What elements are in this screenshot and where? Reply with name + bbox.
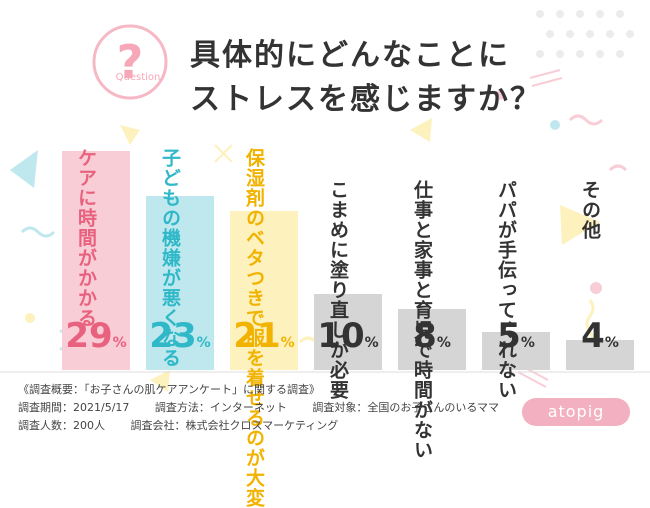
bar-value-unit: % bbox=[364, 335, 379, 351]
bar-value-number: 23 bbox=[149, 316, 197, 356]
survey-target: 調査対象：全国のお子さんのいるママ bbox=[312, 401, 499, 414]
bar-value-number: 29 bbox=[65, 316, 113, 356]
bar-value-6: 5% bbox=[482, 316, 550, 356]
bar-label-1: ケアに時間がかかる bbox=[74, 148, 97, 328]
bar-value-4: 10% bbox=[314, 316, 382, 356]
survey-meta-row-2: 調査人数：200人 調査会社：株式会社クロスマーケティング bbox=[18, 417, 338, 433]
bar-label-6: パパが手伝ってくれない bbox=[494, 180, 517, 400]
bar-6 bbox=[482, 332, 550, 370]
bar-label-line: くれない bbox=[495, 320, 517, 400]
bar-label-line: 子どもの機嫌が bbox=[159, 148, 181, 288]
survey-meta-row-1: 調査期間：2021/5/17 調査方法：インターネット 調査対象：全国のお子さん… bbox=[18, 399, 499, 415]
bar-label-line: 育児で時間がない bbox=[411, 300, 433, 460]
bar-3 bbox=[230, 211, 298, 370]
bar-value-number: 5 bbox=[497, 316, 521, 356]
bar-label-7: その他 bbox=[578, 180, 601, 240]
bar-value-number: 10 bbox=[317, 316, 365, 356]
bar-value-1: 29% bbox=[62, 316, 130, 356]
bar-7 bbox=[566, 340, 634, 370]
survey-company: 調査会社：株式会社クロスマーケティング bbox=[130, 419, 339, 432]
bar-label-4: こまめに塗り直しが必要 bbox=[326, 180, 349, 400]
bar-value-unit: % bbox=[112, 335, 127, 351]
bar-label-line: パパが手伝って bbox=[495, 180, 517, 320]
bar-label-line: 保湿剤のベタつきで bbox=[243, 148, 265, 328]
question-icon: ? Question bbox=[92, 24, 168, 100]
bar-value-unit: % bbox=[196, 335, 211, 351]
bar-label-line: 塗り直しが必要 bbox=[327, 260, 349, 400]
bar-1 bbox=[62, 151, 130, 370]
bar-label-line: ケアに時間が bbox=[75, 148, 97, 268]
infographic: ? Question 具体的にどんなことに ストレスを感じますか？ ケアに時間が… bbox=[0, 10, 650, 508]
survey-count: 調査人数：200人 bbox=[18, 419, 105, 432]
bar-value-unit: % bbox=[604, 335, 619, 351]
bar-label-line: 仕事と家事と bbox=[411, 180, 433, 300]
bar-value-unit: % bbox=[436, 335, 451, 351]
bar-value-number: 8 bbox=[413, 316, 437, 356]
bar-value-number: 4 bbox=[581, 316, 605, 356]
bar-label-line: かかる bbox=[75, 268, 97, 328]
survey-method: 調査方法：インターネット bbox=[154, 401, 287, 414]
bar-value-unit: % bbox=[520, 335, 535, 351]
bar-label-line: 悪くなる bbox=[159, 288, 181, 368]
bar-value-number: 21 bbox=[233, 316, 281, 356]
bar-value-5: 8% bbox=[398, 316, 466, 356]
bar-value-3: 21% bbox=[230, 316, 298, 356]
bar-2 bbox=[146, 196, 214, 370]
bar-label-line: こまめに bbox=[327, 180, 349, 260]
title-line-1: 具体的にどんなことに bbox=[190, 38, 510, 73]
bar-label-2: 子どもの機嫌が悪くなる bbox=[158, 148, 181, 368]
bar-4 bbox=[314, 294, 382, 370]
question-mark: ? bbox=[117, 35, 144, 89]
survey-period: 調査期間：2021/5/17 bbox=[18, 401, 130, 414]
atopig-logo: atopig bbox=[522, 398, 630, 426]
bar-label-line: その他 bbox=[579, 180, 601, 240]
question-ring-text: Question bbox=[116, 72, 161, 83]
title-line-2: ストレスを感じますか？ bbox=[190, 82, 542, 117]
bar-value-unit: % bbox=[280, 335, 295, 351]
bar-5 bbox=[398, 309, 466, 370]
bar-label-5: 仕事と家事と育児で時間がない bbox=[410, 180, 433, 460]
bar-value-2: 23% bbox=[146, 316, 214, 356]
survey-title: 《調査概要：「お子さんの肌ケアアンケート」に関する調査》 bbox=[18, 383, 321, 396]
bar-value-7: 4% bbox=[566, 316, 634, 356]
